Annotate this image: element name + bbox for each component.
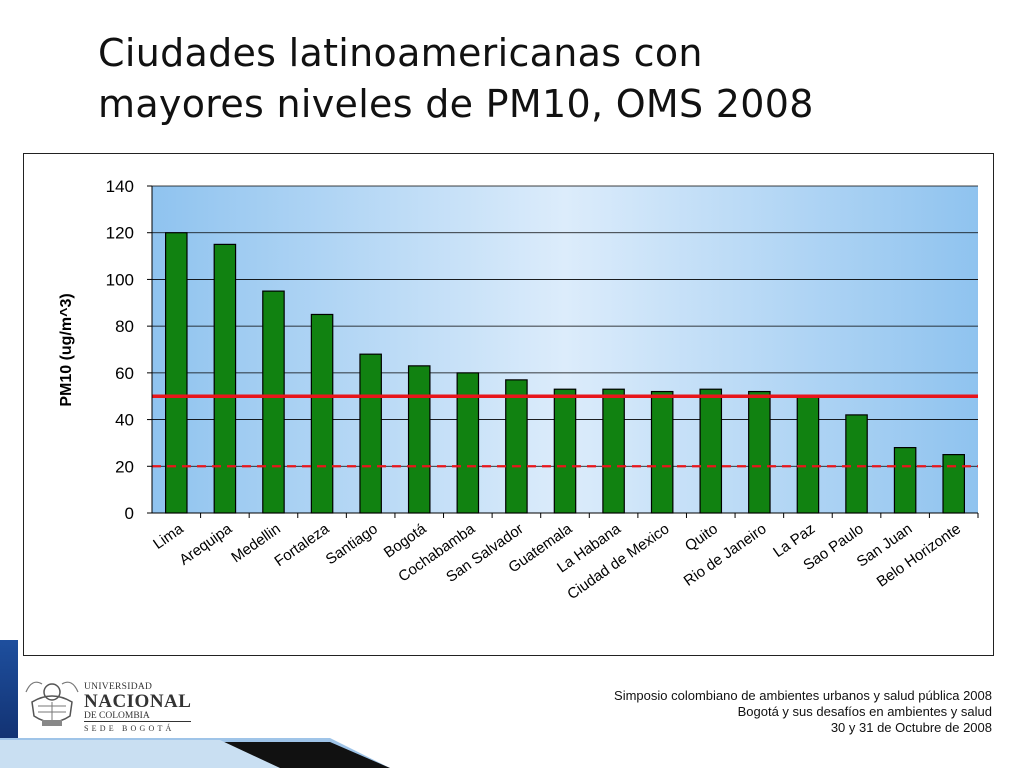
y-tick-label: 100 [106, 270, 134, 289]
x-tick-label: Santiago [323, 520, 381, 568]
bar [407, 365, 431, 514]
y-tick-label: 40 [115, 411, 134, 430]
bar [699, 388, 723, 514]
bar [310, 313, 334, 514]
slide-title-line-1: Ciudades latinoamericanas con [98, 31, 703, 75]
bar [796, 395, 820, 514]
decorative-bottom-wedge [0, 738, 390, 768]
footer-line-3: 30 y 31 de Octubre de 2008 [830, 720, 992, 735]
footer-line-2: Bogotá y sus desafíos en ambientes y sal… [737, 704, 992, 719]
y-tick-label: 140 [106, 177, 134, 196]
x-tick-label: Quito [682, 520, 721, 554]
reference-lines [152, 394, 978, 468]
logo-line-2: NACIONAL [84, 691, 192, 712]
y-axis-title: PM10 (ug/m^3) [58, 293, 75, 406]
x-tick-label: Lima [150, 520, 187, 553]
bar [893, 447, 917, 514]
university-logo: UNIVERSIDAD NACIONAL DE COLOMBIA SEDE BO… [24, 668, 214, 734]
x-tick-label: Belo Horizonte [874, 520, 964, 590]
pm10-bar-chart: 0 20 40 60 80 100 120 140 LimaArequipaMedellinF… [58, 177, 979, 603]
bar [650, 390, 674, 514]
bar [553, 388, 577, 514]
y-tick-label: 0 [125, 504, 134, 523]
logo-line-1: UNIVERSIDAD [84, 682, 153, 692]
bar [845, 414, 868, 514]
bar [748, 390, 771, 514]
bar [262, 290, 285, 514]
bar [165, 232, 188, 514]
logo-line-3: DE COLOMBIA [84, 711, 192, 722]
bar [602, 388, 625, 514]
chart-frame: 0 20 40 60 80 100 120 140 Lima Arequipa Medellin F… [23, 153, 994, 656]
slide-title-line-2: mayores niveles de PM10, OMS 2008 [98, 82, 814, 126]
bar [213, 243, 237, 514]
bar [942, 454, 965, 514]
bar [456, 372, 480, 514]
university-seal-icon [25, 681, 79, 726]
y-tick-label: 60 [115, 364, 134, 383]
x-tick-label: Fortaleza [271, 520, 333, 570]
y-tick-label: 120 [106, 224, 134, 243]
logo-line-4: SEDE BOGOTÁ [84, 724, 175, 733]
y-axis-ticks: 0 20 40 60 80 100 120 140 [106, 177, 152, 523]
y-tick-label: 80 [115, 317, 134, 336]
decorative-left-bar [0, 640, 18, 768]
slide-title: Ciudades latinoamericanas con mayores ni… [98, 28, 978, 130]
y-tick-label: 20 [115, 457, 134, 476]
footer-line-1: Simposio colombiano de ambientes urbanos… [614, 688, 992, 703]
x-tick-label: Rio de Janeiro [681, 520, 770, 589]
x-tick-label: Arequipa [176, 520, 235, 569]
bar [359, 353, 382, 514]
footer-text: Simposio colombiano de ambientes urbanos… [614, 688, 992, 736]
bar [505, 379, 528, 514]
